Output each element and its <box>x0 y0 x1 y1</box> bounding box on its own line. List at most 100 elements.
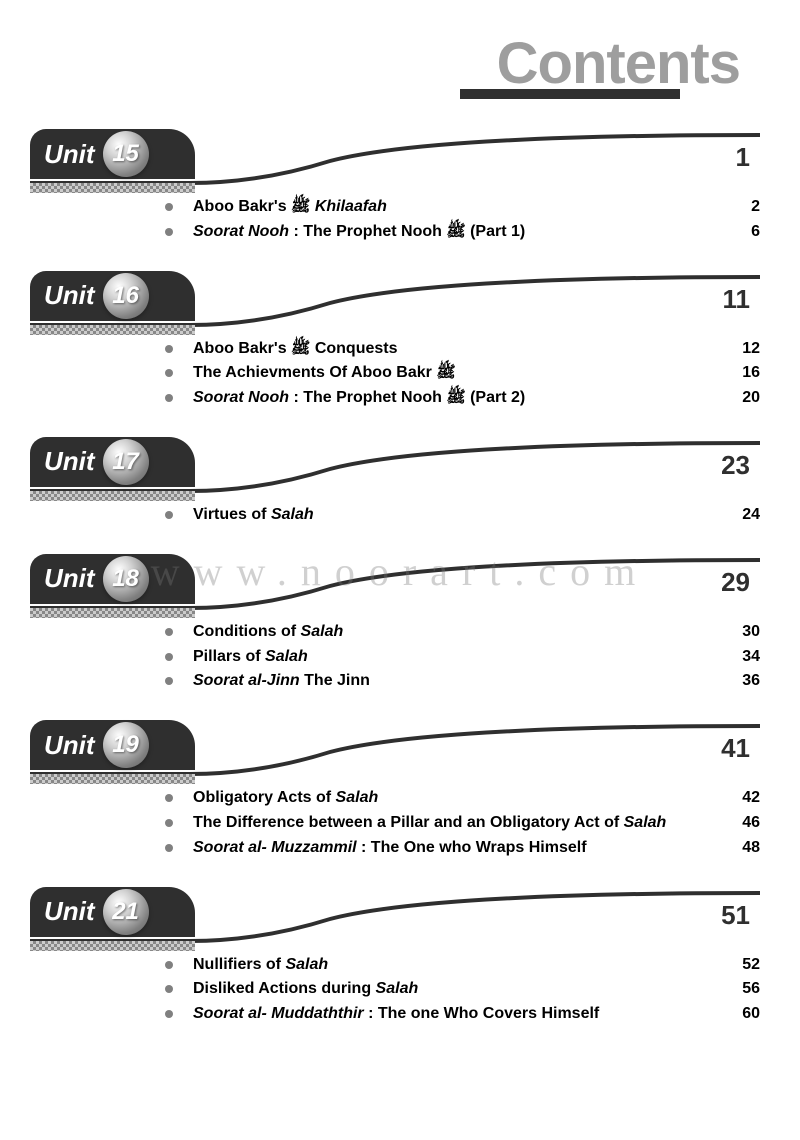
unit-start-page: 11 <box>723 284 751 315</box>
unit-start-page: 23 <box>721 450 750 481</box>
unit-tab: Unit 15 <box>30 129 195 179</box>
item-page: 36 <box>720 672 760 690</box>
unit-block: Unit 17 23 Virtues of Salah24 <box>30 437 760 526</box>
list-item: Pillars of Salah34 <box>165 647 760 668</box>
list-item: Aboo Bakr's ﷺ Khilaafah2 <box>165 197 760 218</box>
list-item: Soorat al- Muzzammil : The One who Wraps… <box>165 838 760 859</box>
item-title: Aboo Bakr's ﷺ Khilaafah <box>193 197 720 218</box>
bullet-icon <box>165 844 173 852</box>
list-item: Soorat Nooh : The Prophet Nooh ﷺ (Part 1… <box>165 222 760 243</box>
unit-header: Unit 18 29 <box>30 554 760 612</box>
list-item: Aboo Bakr's ﷺ Conquests12 <box>165 339 760 360</box>
list-item: Obligatory Acts of Salah42 <box>165 788 760 809</box>
unit-block: Unit1829Conditions of Salah30Pillars of … <box>30 554 760 692</box>
item-title: Soorat al- Muzzammil : The One who Wraps… <box>193 838 720 859</box>
item-page: 60 <box>720 1005 760 1023</box>
unit-label: Unit <box>44 446 95 477</box>
bullet-icon <box>165 677 173 685</box>
list-item: The Achievments Of Aboo Bakr ﷺ16 <box>165 363 760 384</box>
unit-label: Unit <box>44 563 95 594</box>
unit-tab: Unit 18 <box>30 554 195 604</box>
item-title: Soorat al- Muddaththir : The one Who Cov… <box>193 1004 720 1025</box>
bullet-icon <box>165 345 173 353</box>
item-page: 6 <box>720 223 760 241</box>
list-item: Disliked Actions during Salah56 <box>165 979 760 1000</box>
unit-number-circle: 19 <box>103 722 149 768</box>
unit-items: Obligatory Acts of Salah42The Difference… <box>30 778 760 858</box>
unit-tab: Unit 17 <box>30 437 195 487</box>
unit-number: 17 <box>112 448 139 476</box>
unit-tab: Unit 19 <box>30 720 195 770</box>
list-item: The Difference between a Pillar and an O… <box>165 813 760 834</box>
unit-number-circle: 15 <box>103 131 149 177</box>
unit-label: Unit <box>44 730 95 761</box>
unit-block: Unit151Aboo Bakr's ﷺ Khilaafah2Soorat No… <box>30 129 760 243</box>
list-item: Soorat al- Muddaththir : The one Who Cov… <box>165 1004 760 1025</box>
unit-items: Aboo Bakr's ﷺ Khilaafah2Soorat Nooh : Th… <box>30 187 760 243</box>
unit-block: Unit1941Obligatory Acts of Salah42The Di… <box>30 720 760 858</box>
unit-label: Unit <box>44 896 95 927</box>
unit-number-circle: 16 <box>103 273 149 319</box>
item-title: Virtues of Salah <box>193 505 720 526</box>
bullet-icon <box>165 628 173 636</box>
item-title: Nullifiers of Salah <box>193 955 720 976</box>
unit-number: 21 <box>112 898 139 926</box>
bullet-icon <box>165 511 173 519</box>
item-page: 20 <box>720 389 760 407</box>
unit-start-page: 1 <box>736 142 750 173</box>
list-item: Soorat Nooh : The Prophet Nooh ﷺ (Part 2… <box>165 388 760 409</box>
units-container: Unit151Aboo Bakr's ﷺ Khilaafah2Soorat No… <box>30 129 760 1025</box>
item-page: 34 <box>720 648 760 666</box>
bullet-icon <box>165 794 173 802</box>
unit-header: Unit1941 <box>30 720 760 778</box>
list-item: Soorat al-Jinn The Jinn36 <box>165 671 760 692</box>
bullet-icon <box>165 653 173 661</box>
bullet-icon <box>165 961 173 969</box>
item-page: 48 <box>720 839 760 857</box>
item-title: Pillars of Salah <box>193 647 720 668</box>
unit-items: Aboo Bakr's ﷺ Conquests12 The Achievments… <box>30 329 760 409</box>
item-title: Conditions of Salah <box>193 622 720 643</box>
unit-header: Unit2151 <box>30 887 760 945</box>
unit-number: 19 <box>112 731 139 759</box>
checker-strip <box>30 183 195 193</box>
checker-strip <box>30 774 195 784</box>
item-title: Soorat al-Jinn The Jinn <box>193 671 720 692</box>
item-title: The Achievments Of Aboo Bakr ﷺ <box>193 363 720 384</box>
unit-number-circle: 17 <box>103 439 149 485</box>
list-item: Virtues of Salah24 <box>165 505 760 526</box>
checker-strip <box>30 941 195 951</box>
item-title: Obligatory Acts of Salah <box>193 788 720 809</box>
unit-header: Unit 15 1 <box>30 129 760 187</box>
item-page: 56 <box>720 980 760 998</box>
item-title: Aboo Bakr's ﷺ Conquests <box>193 339 720 360</box>
item-title: Disliked Actions during Salah <box>193 979 720 1000</box>
item-page: 42 <box>720 789 760 807</box>
unit-header: Unit1611 <box>30 271 760 329</box>
item-page: 30 <box>720 623 760 641</box>
bullet-icon <box>165 203 173 211</box>
page-header: Contents <box>30 30 760 99</box>
item-title: Soorat Nooh : The Prophet Nooh ﷺ (Part 1… <box>193 222 720 243</box>
bullet-icon <box>165 394 173 402</box>
unit-items: Nullifiers of Salah52Disliked Actions du… <box>30 945 760 1025</box>
unit-header: Unit 17 23 <box>30 437 760 495</box>
unit-items: Conditions of Salah30Pillars of Salah34S… <box>30 612 760 692</box>
unit-number: 18 <box>112 565 139 593</box>
bullet-icon <box>165 369 173 377</box>
bullet-icon <box>165 819 173 827</box>
list-item: Conditions of Salah30 <box>165 622 760 643</box>
bullet-icon <box>165 228 173 236</box>
unit-label: Unit <box>44 139 95 170</box>
bullet-icon <box>165 1010 173 1018</box>
item-page: 2 <box>720 198 760 216</box>
checker-strip <box>30 325 195 335</box>
checker-strip <box>30 491 195 501</box>
item-page: 52 <box>720 956 760 974</box>
unit-block: Unit1611Aboo Bakr's ﷺ Conquests12The Ach… <box>30 271 760 409</box>
checker-strip <box>30 608 195 618</box>
unit-start-page: 29 <box>721 567 750 598</box>
unit-number: 16 <box>112 282 139 310</box>
item-title: The Difference between a Pillar and an O… <box>193 813 720 834</box>
item-page: 16 <box>720 364 760 382</box>
